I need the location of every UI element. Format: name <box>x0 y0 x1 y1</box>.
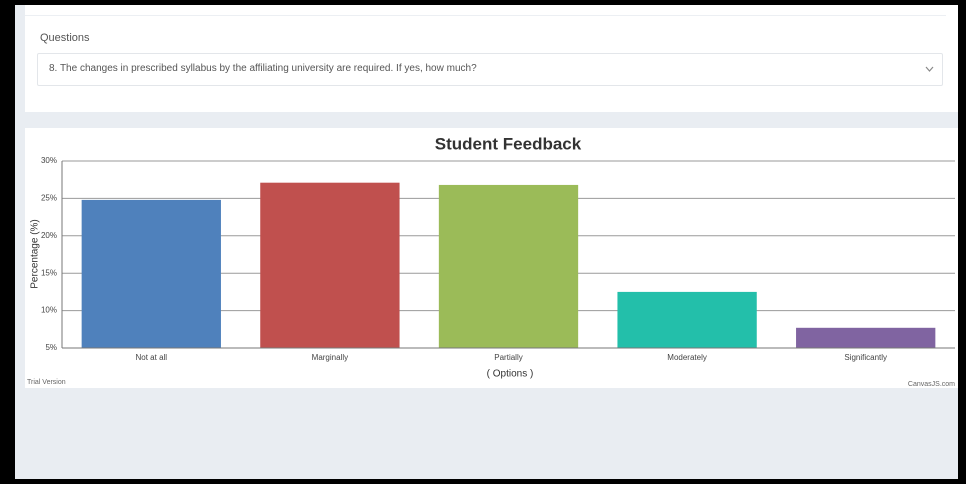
x-tick-label: Significantly <box>844 353 887 362</box>
y-tick-label: 20% <box>41 231 57 240</box>
chart-title: Student Feedback <box>435 134 582 153</box>
question-card: Questions 8. The changes in prescribed s… <box>25 5 958 112</box>
x-tick-label: Moderately <box>667 353 707 362</box>
bar <box>260 182 400 348</box>
divider <box>25 15 946 16</box>
bar <box>617 291 757 348</box>
trial-version: Trial Version <box>27 379 66 386</box>
page: Questions 8. The changes in prescribed s… <box>15 5 958 479</box>
selected-question: 8. The changes in prescribed syllabus by… <box>49 63 477 74</box>
x-tick-label: Partially <box>494 353 522 362</box>
y-tick-label: 25% <box>41 194 57 203</box>
y-tick-label: 10% <box>41 306 57 315</box>
bar <box>438 184 579 348</box>
chevron-icon <box>925 66 934 72</box>
question-select[interactable]: 8. The changes in prescribed syllabus by… <box>37 53 943 86</box>
bar <box>81 199 221 348</box>
chart: Student Feedback ( Options ) Percentage … <box>27 134 955 388</box>
bar <box>796 327 936 348</box>
credit: CanvasJS.com <box>908 381 955 388</box>
y-axis-title: Percentage (%) <box>30 219 41 288</box>
y-tick-label: 15% <box>41 268 57 277</box>
y-tick-label: 30% <box>41 156 57 165</box>
x-tick-label: Marginally <box>312 353 348 362</box>
chart-card: Student Feedback ( Options ) Percentage … <box>25 128 958 388</box>
y-tick-label: 5% <box>45 343 57 352</box>
x-axis-title: ( Options ) <box>487 369 534 380</box>
questions-label: Questions <box>40 32 90 44</box>
x-tick-label: Not at all <box>136 353 168 362</box>
